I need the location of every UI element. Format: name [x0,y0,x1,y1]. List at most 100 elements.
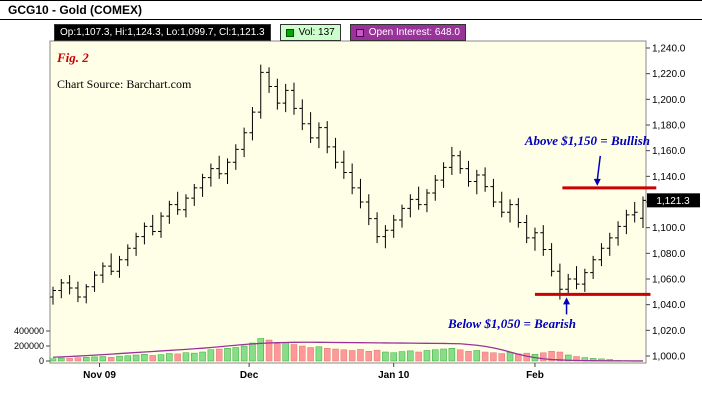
annotation-arrow [596,155,602,180]
ohlc-bar [207,163,214,187]
ohlc-bar [448,146,455,176]
ohlc-bar [332,137,339,169]
ohlc-bar [465,160,472,187]
ohlc-bar [274,78,281,110]
ohlc-bar [166,200,173,224]
volume-bar [207,349,215,362]
volume-bar [390,352,397,362]
source-note: Chart Source: Barchart.com [57,77,192,91]
volume-bar [274,343,281,362]
ohlc-bar [232,144,239,170]
y-axis-label: 1,200.0 [652,95,686,106]
ohlc-bar [631,202,638,223]
ohlc-bar [390,214,397,238]
volume-bar [340,349,348,362]
last-price-marker [647,193,700,208]
volume-bar [365,351,373,362]
ohlc-bar [282,83,289,113]
volume-bar [132,354,140,362]
volume-bar [107,357,115,362]
ohlc-bar [149,214,156,236]
y-axis-label: 1,140.0 [652,172,686,183]
plot-background [49,40,647,364]
legend-price-label: Op:1,107.3, Hi:1,124.3, Lo:1,099.7, Cl:1… [60,27,265,38]
ohlc-bar [158,212,165,238]
ohlc-bar [299,99,306,131]
ohlc-bar [473,169,480,195]
volume-bar [265,339,273,362]
ohlc-bar [423,189,430,213]
volume-bar [91,356,98,362]
volume-bar [432,349,439,362]
ohlc-bar [349,163,356,195]
volume-bar [299,345,306,362]
y-axis-label: 1,160.0 [652,146,686,157]
volume-bar [215,348,223,362]
volume-bar [548,351,555,362]
volume-bar [116,355,123,362]
volume-bar [315,346,323,362]
y-axis-label: 1,180.0 [652,121,686,132]
y-axis-label: 1,100.0 [652,223,686,234]
y-axis-label: 1,060.0 [652,275,686,286]
x-axis-label: Nov 09 [83,370,116,381]
ohlc-bar [640,196,646,229]
ohlc-bar [382,225,389,249]
volume-bar [157,354,165,362]
volume-bar [141,354,148,362]
volume-bar [448,348,456,362]
ohlc-bar [257,64,264,119]
volume-bar [473,350,481,362]
ohlc-bar [83,284,90,304]
ohlc-bar [573,266,580,290]
ohlc-bar [58,279,65,299]
ohlc-bar [407,194,414,218]
ohlc-bar [365,194,372,226]
ohlc-bar [565,273,572,295]
ohlc-bar [598,243,605,267]
legend-volume-label: Vol: 137 [298,27,335,38]
ohlc-bar [523,214,530,244]
ohlc-bar [606,232,613,256]
ohlc-bar [324,121,331,154]
volume-bar [506,352,514,362]
volume-bar [490,352,497,362]
ohlc-bar [440,162,447,188]
legend-open-interest-label: Open Interest: 648.0 [368,27,460,38]
volume-bar [332,348,339,362]
ohlc-bar [482,167,489,192]
volume-bar [249,342,256,362]
ohlc-bar [548,243,555,277]
page-title: GCG10 - Gold (COMEX) [8,3,143,17]
volume-bar [498,353,505,362]
volume-bar [257,338,264,362]
volume-bar [74,357,82,362]
ohlc-bar [216,155,223,179]
volume-bar [423,350,431,362]
volume-bar [191,352,198,362]
volume-bar [323,348,331,362]
legend-price-box: Op:1,107.3, Hi:1,124.3, Lo:1,099.7, Cl:1… [54,24,271,41]
volume-bar [149,355,156,362]
y-axis-label: 1,000.0 [652,352,686,363]
figure-label: Fig. 2 [57,50,89,65]
volume-bar [182,352,190,362]
volume-bar [540,352,547,362]
open-interest-line [52,341,644,362]
ohlc-bar [266,67,273,93]
volume-bar [124,355,132,362]
legend-open-interest-box: Open Interest: 648.0 [349,24,466,41]
ohlc-bar [124,244,131,267]
x-axis-label: Feb [526,370,544,381]
volume-bar [407,350,414,362]
volume-axis-label: 400000 [14,326,44,336]
ohlc-bar [590,255,597,279]
y-axis-label: 1,020.0 [652,326,686,337]
y-axis-label: 1,220.0 [652,69,686,80]
ohlc-bar [315,122,322,149]
ohlc-bar [490,178,497,208]
volume-bar [307,347,314,362]
ohlc-bar [290,82,297,115]
open-interest-swatch-icon [355,28,364,37]
